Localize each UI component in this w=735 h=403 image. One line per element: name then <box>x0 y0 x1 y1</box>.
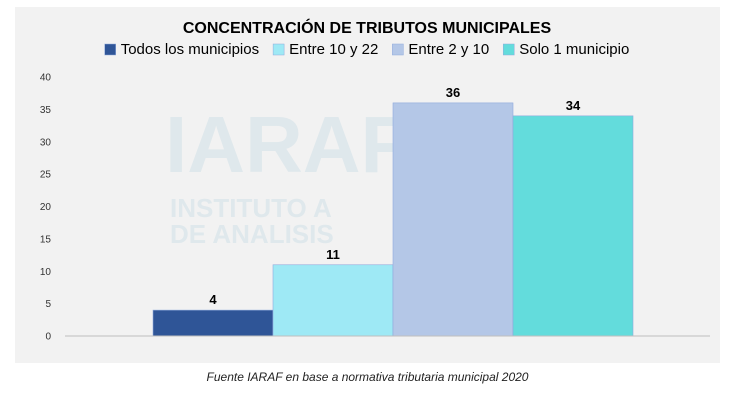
y-tick-label: 5 <box>45 299 51 310</box>
bars-group <box>152 102 634 337</box>
data-label: 11 <box>326 247 340 262</box>
watermark-line-2: INSTITUTO A <box>170 193 332 223</box>
y-tick-label: 40 <box>40 73 52 84</box>
legend-swatch <box>502 43 515 56</box>
y-tick-label: 15 <box>40 234 52 245</box>
y-axis: 0 5 10 15 20 25 30 35 40 <box>40 73 52 343</box>
legend-label: Todos los municipios <box>121 41 259 58</box>
chart-panel: IARAF INSTITUTO A DE ANALISIS CONCENTRAC… <box>15 7 720 363</box>
watermark-line-3: DE ANALISIS <box>170 219 334 249</box>
y-tick-label: 0 <box>45 332 51 343</box>
bar-chart: IARAF INSTITUTO A DE ANALISIS CONCENTRAC… <box>40 18 710 343</box>
y-tick-label: 35 <box>40 105 52 116</box>
data-labels: 4 11 36 34 <box>209 85 581 307</box>
legend-swatch <box>104 43 116 56</box>
source-note: Fuente IARAF en base a normativa tributa… <box>206 370 529 384</box>
y-tick-label: 20 <box>40 202 52 213</box>
data-label: 34 <box>566 98 581 113</box>
legend-label: Entre 10 y 22 <box>289 41 378 58</box>
bar-entre-10-y-22 <box>272 264 394 337</box>
watermark-logo: IARAF INSTITUTO A DE ANALISIS <box>165 100 409 249</box>
chart-legend: Todos los municipios Entre 10 y 22 Entre 2… <box>104 41 629 58</box>
data-label: 36 <box>446 85 460 100</box>
legend-label: Entre 2 y 10 <box>408 41 489 58</box>
y-tick-label: 10 <box>40 267 52 278</box>
bar-entre-2-y-10 <box>392 102 514 337</box>
bar-solo-1-municipio <box>512 115 634 337</box>
legend-swatch <box>272 43 285 56</box>
legend-label: Solo 1 municipio <box>519 41 629 58</box>
watermark-line-1: IARAF <box>165 100 409 189</box>
chart-title: CONCENTRACIÓN DE TRIBUTOS MUNICIPALES <box>183 18 552 37</box>
y-tick-label: 25 <box>40 170 52 181</box>
data-label: 4 <box>209 292 217 307</box>
y-tick-label: 30 <box>40 137 52 148</box>
bar-todos-los-municipios <box>152 309 274 337</box>
legend-swatch <box>392 43 404 56</box>
